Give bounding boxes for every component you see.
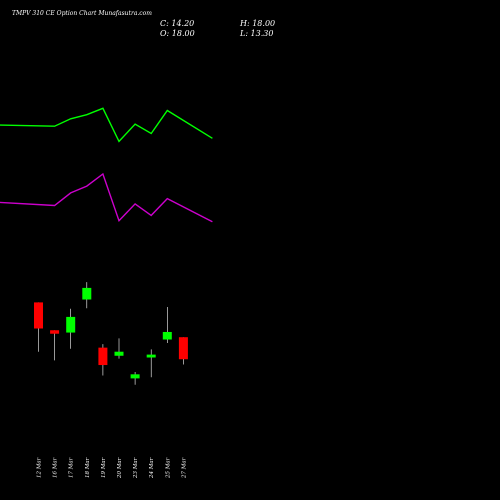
close-value: C: 14.20	[160, 19, 195, 28]
x-tick-label: 12 Mar	[37, 457, 43, 478]
candle-up-body	[82, 287, 92, 300]
candle-up-body	[162, 331, 172, 340]
upper-band-line	[0, 107, 213, 143]
x-tick-label: 17 Mar	[69, 457, 75, 478]
open-value: O: 18.00	[160, 29, 195, 38]
lower-band-line	[0, 172, 213, 223]
x-tick-label: 20 Mar	[117, 457, 123, 479]
candle-up-body	[130, 374, 140, 379]
candle-up-body	[66, 316, 76, 333]
x-tick-label: 19 Mar	[101, 457, 107, 478]
x-tick-label: 16 Mar	[53, 457, 59, 478]
x-tick-label: 25 Mar	[165, 457, 171, 479]
candle-down-body	[98, 347, 108, 366]
candle-down-body	[34, 302, 43, 329]
candle-down-body	[50, 330, 60, 334]
x-tick-label: 18 Mar	[85, 457, 91, 478]
candle-down-body	[178, 337, 188, 360]
low-value: L: 13.30	[240, 29, 274, 38]
high-value: H: 18.00	[240, 19, 276, 28]
x-tick-label: 23 Mar	[133, 457, 139, 479]
candle-up-body	[146, 354, 156, 358]
x-tick-label: 24 Mar	[149, 457, 155, 479]
x-tick-label: 27 Mar	[181, 457, 187, 479]
chart-title: TMPV 310 CE Option Chart Munafasutra.com	[12, 10, 152, 17]
candle-up-body	[114, 351, 124, 356]
